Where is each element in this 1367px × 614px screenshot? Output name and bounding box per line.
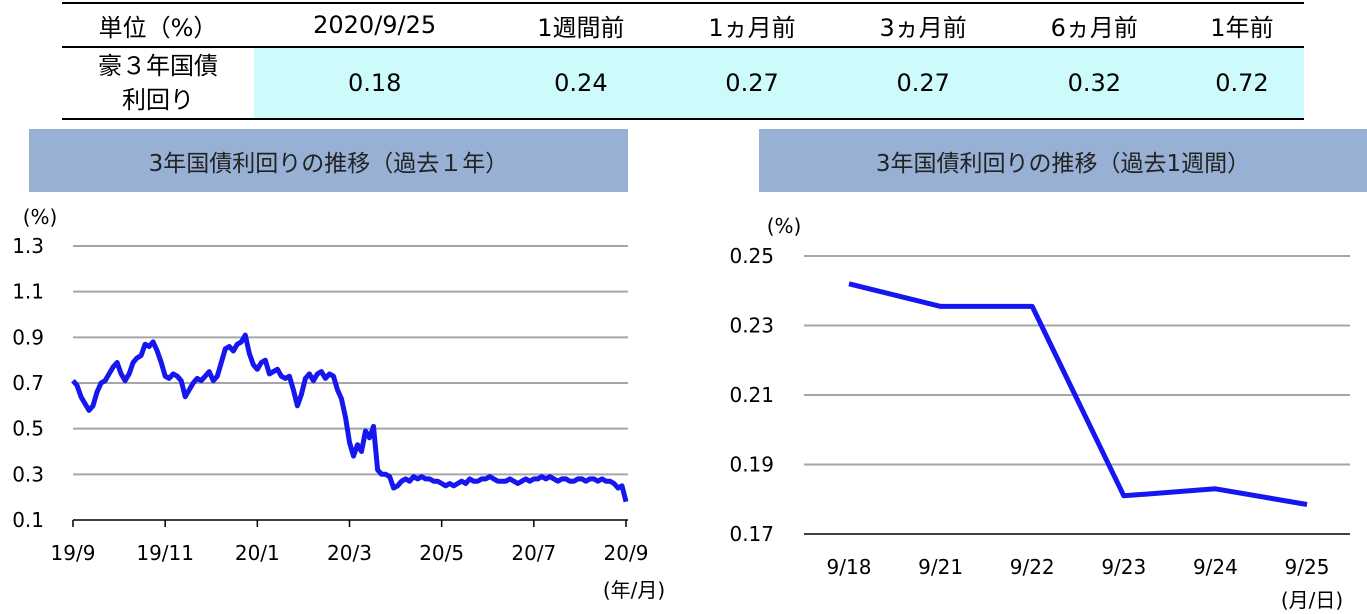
y-tick-label: 1.3	[12, 234, 44, 258]
x-tick-label: 9/24	[1193, 555, 1238, 579]
table-row: 豪３年国債 利回り 0.18 0.24 0.27 0.27 0.32 0.72	[62, 47, 1304, 120]
chart-1y: 1.3 1.1 0.9 0.7 0.5 0.3 0.1 (%) (年/月) 19/9 19/11 20…	[12, 205, 665, 602]
chart-1w: 0.25 0.23 0.21 0.19 0.17 (%) (月/日) 9/18 9/21 9/22…	[729, 214, 1350, 612]
header-cell-1w: 1週間前	[495, 2, 667, 48]
x-tick-label: 9/22	[1010, 555, 1055, 579]
header-cell-3m: 3ヵ月前	[837, 2, 1009, 48]
y-tick-label: 0.25	[729, 244, 774, 268]
x-tick-label: 9/25	[1285, 555, 1330, 579]
chart-title-1w: 3年国債利回りの推移（過去1週間）	[759, 129, 1367, 192]
y-tick-label: 0.5	[12, 417, 44, 441]
y-tick-label: 0.7	[12, 371, 44, 395]
value-cell-1w: 0.24	[495, 47, 667, 120]
y-tick-label: 0.23	[729, 314, 774, 338]
y-axis-unit-label: (%)	[767, 214, 802, 238]
y-tick-label: 0.21	[729, 383, 774, 407]
y-tick-label: 0.1	[12, 508, 44, 532]
series-line-1w	[848, 281, 1308, 507]
row-label-line-2: 利回り	[122, 86, 194, 114]
x-axis-unit-label: (月/日)	[1281, 588, 1343, 612]
x-tick-label: 9/21	[918, 555, 963, 579]
row-label: 豪３年国債 利回り	[62, 47, 254, 120]
value-cell-1m: 0.27	[666, 47, 838, 120]
y-tick-label: 1.1	[12, 280, 44, 304]
yield-summary-table: 単位（%） 2020/9/25 1週間前 1ヵ月前 3ヵ月前 6ヵ月前 1年前 …	[62, 2, 1304, 120]
x-tick-label: 20/1	[235, 541, 280, 565]
series-line-1y	[71, 332, 629, 503]
value-cell-3m: 0.27	[837, 47, 1009, 120]
x-tick-label: 20/5	[419, 541, 464, 565]
x-tick-label: 9/23	[1101, 555, 1146, 579]
header-cell-date: 2020/9/25	[254, 2, 496, 48]
row-label-line-1: 豪３年国債	[98, 52, 218, 80]
value-cell-1y: 0.72	[1179, 47, 1304, 120]
x-tick-label: 20/9	[604, 541, 649, 565]
value-cell-date: 0.18	[254, 47, 496, 120]
header-cell-1y: 1年前	[1179, 2, 1304, 48]
x-tick-label: 9/18	[827, 555, 872, 579]
y-tick-label: 0.17	[729, 522, 774, 546]
y-axis-unit-label: (%)	[23, 205, 58, 229]
x-tick-label: 20/3	[327, 541, 372, 565]
y-tick-label: 0.9	[12, 325, 44, 349]
x-axis-unit-label: (年/月)	[603, 578, 665, 602]
y-tick-label: 0.3	[12, 462, 44, 486]
table-header-row: 単位（%） 2020/9/25 1週間前 1ヵ月前 3ヵ月前 6ヵ月前 1年前	[62, 2, 1304, 48]
header-cell-6m: 6ヵ月前	[1008, 2, 1180, 48]
y-tick-label: 0.19	[729, 453, 774, 477]
header-cell-1m: 1ヵ月前	[666, 2, 838, 48]
x-tick-label: 19/11	[136, 541, 194, 565]
header-cell-unit: 単位（%）	[62, 2, 254, 48]
value-cell-6m: 0.32	[1008, 47, 1180, 120]
x-tick-label: 19/9	[51, 541, 96, 565]
x-tick-label: 20/7	[511, 541, 556, 565]
chart-title-1y: 3年国債利回りの推移（過去１年）	[29, 129, 628, 192]
